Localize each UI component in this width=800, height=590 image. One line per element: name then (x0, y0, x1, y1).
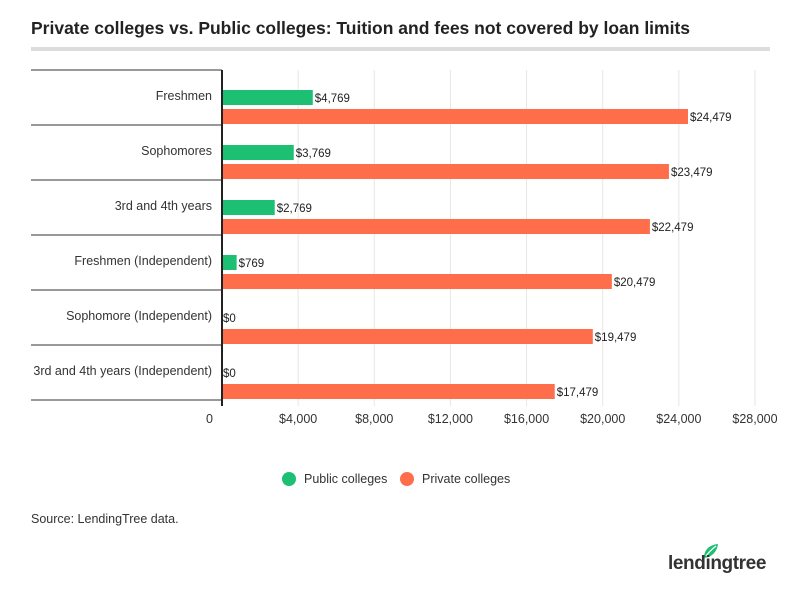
bar-private (222, 329, 593, 344)
data-label: $22,479 (652, 222, 694, 234)
title-divider (31, 47, 770, 51)
bar-private (222, 164, 669, 179)
data-label: $24,479 (690, 112, 732, 124)
x-tick-label: $20,000 (580, 412, 625, 426)
legend: Public colleges Private colleges (0, 470, 800, 488)
data-label: $0 (223, 313, 236, 325)
x-tick-label: $16,000 (504, 412, 549, 426)
bar-public (222, 90, 313, 105)
data-label: $23,479 (671, 167, 713, 179)
data-label: $3,769 (296, 148, 331, 160)
legend-swatch-public (282, 472, 296, 486)
data-label: $769 (239, 258, 265, 270)
category-label: Freshmen (Independent) (74, 254, 212, 268)
legend-label-private: Private colleges (422, 472, 511, 486)
data-label: $17,479 (557, 387, 599, 399)
lendingtree-logo: lendingtree (668, 543, 772, 575)
x-tick-label: $28,000 (732, 412, 777, 426)
leaf-icon (704, 544, 718, 558)
bar-private (222, 274, 612, 289)
data-label: $0 (223, 368, 236, 380)
bar-public (222, 145, 294, 160)
brand-wordmark: lendingtree (668, 553, 767, 574)
x-tick-label: 0 (206, 412, 213, 426)
legend-item-public: Public colleges (282, 470, 387, 488)
data-label: $4,769 (315, 93, 350, 105)
bar-chart: Freshmen $4,769 $24,479 Sophomores $3,769 $23… (31, 69, 778, 426)
data-label: $19,479 (595, 332, 637, 344)
chart-title: Private colleges vs. Public colleges: Tu… (31, 18, 691, 38)
bar-private (222, 219, 650, 234)
x-tick-label: $4,000 (279, 412, 317, 426)
category-label: 3rd and 4th years (115, 199, 212, 213)
legend-item-private: Private colleges (400, 470, 510, 488)
x-tick-label: $12,000 (428, 412, 473, 426)
legend-swatch-private (400, 472, 414, 486)
bar-public (222, 200, 275, 215)
category-label: Freshmen (156, 89, 212, 103)
bar-private (222, 384, 555, 399)
x-tick-label: $8,000 (355, 412, 393, 426)
legend-label-public: Public colleges (304, 472, 388, 486)
x-tick-label: $24,000 (656, 412, 701, 426)
bar-public (222, 255, 237, 270)
category-label: 3rd and 4th years (Independent) (33, 364, 212, 378)
category-label: Sophomore (Independent) (66, 309, 212, 323)
category-label: Sophomores (141, 144, 212, 158)
data-label: $2,769 (277, 203, 312, 215)
bar-private (222, 109, 688, 124)
source-note: Source: LendingTree data. (31, 512, 179, 526)
data-label: $20,479 (614, 277, 656, 289)
